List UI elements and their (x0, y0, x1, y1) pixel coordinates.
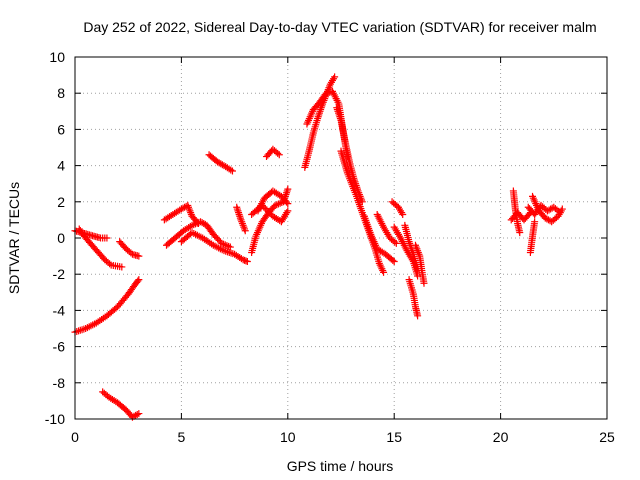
data-point (391, 238, 399, 246)
y-tick-label: 8 (57, 85, 65, 101)
data-point (260, 203, 268, 211)
y-tick-label: -2 (53, 266, 66, 282)
data-point (558, 205, 566, 213)
data-point (237, 255, 245, 263)
x-tick-label: 15 (386, 429, 402, 445)
chart-title: Day 252 of 2022, Sidereal Day-to-day VTE… (83, 19, 596, 35)
data-point (228, 167, 236, 175)
data-point (264, 208, 272, 216)
data-point (271, 201, 279, 209)
x-tick-label: 0 (71, 429, 79, 445)
data-point (190, 221, 198, 229)
data-point (284, 185, 292, 193)
data-point (221, 241, 229, 249)
data-point (103, 234, 111, 242)
y-tick-labels: -10 -8 -6 -4 -2 0 2 4 6 8 10 (45, 49, 65, 427)
data-point (331, 73, 339, 81)
data-point (227, 166, 235, 174)
data-points (71, 73, 566, 421)
data-point (242, 257, 250, 265)
data-point (266, 209, 274, 217)
y-tick-label: 0 (57, 230, 65, 246)
data-point (274, 149, 282, 157)
data-point (389, 256, 397, 264)
data-point (243, 258, 251, 266)
grid (75, 57, 607, 419)
data-point (284, 207, 292, 215)
y-tick-label: 10 (49, 49, 65, 65)
y-tick-label: 6 (57, 121, 65, 137)
data-point (135, 276, 143, 284)
data-point (399, 210, 407, 218)
data-point (420, 279, 428, 287)
data-point (241, 227, 249, 235)
data-point (191, 220, 199, 228)
data-point (134, 277, 142, 285)
data-point (414, 312, 422, 320)
y-tick-label: 2 (57, 194, 65, 210)
x-tick-label: 10 (280, 429, 296, 445)
data-point (284, 200, 292, 208)
data-point (390, 258, 398, 266)
x-tick-label: 20 (493, 429, 509, 445)
data-point (218, 239, 226, 247)
data-point (135, 252, 143, 260)
data-point (276, 199, 284, 207)
axis-ticks (74, 56, 608, 420)
data-point (225, 242, 233, 250)
data-point (283, 198, 291, 206)
data-point (118, 263, 126, 271)
y-tick-label: -8 (53, 375, 66, 391)
data-point (261, 205, 269, 213)
y-tick-label: -4 (53, 302, 66, 318)
y-tick-label: -10 (45, 411, 65, 427)
data-point (223, 242, 231, 250)
data-point (188, 221, 196, 229)
data-point (274, 200, 282, 208)
data-point (273, 201, 281, 209)
data-point (275, 151, 283, 159)
x-axis-label: GPS time / hours (287, 458, 394, 474)
data-point (226, 243, 234, 251)
x-tick-labels: 0 5 10 15 20 25 (71, 429, 615, 445)
y-tick-label: 4 (57, 158, 65, 174)
x-tick-label: 25 (599, 429, 615, 445)
data-point (133, 410, 141, 418)
x-tick-label: 5 (178, 429, 186, 445)
data-point (263, 206, 271, 214)
data-point (135, 410, 143, 418)
data-point (106, 260, 114, 268)
data-point (516, 229, 524, 237)
y-axis-label: SDTVAR / TECUs (6, 182, 22, 294)
y-tick-label: -6 (53, 339, 66, 355)
data-point (380, 268, 388, 276)
data-point (220, 240, 228, 248)
data-point (258, 201, 266, 209)
data-point (526, 248, 534, 256)
data-point (392, 239, 400, 247)
